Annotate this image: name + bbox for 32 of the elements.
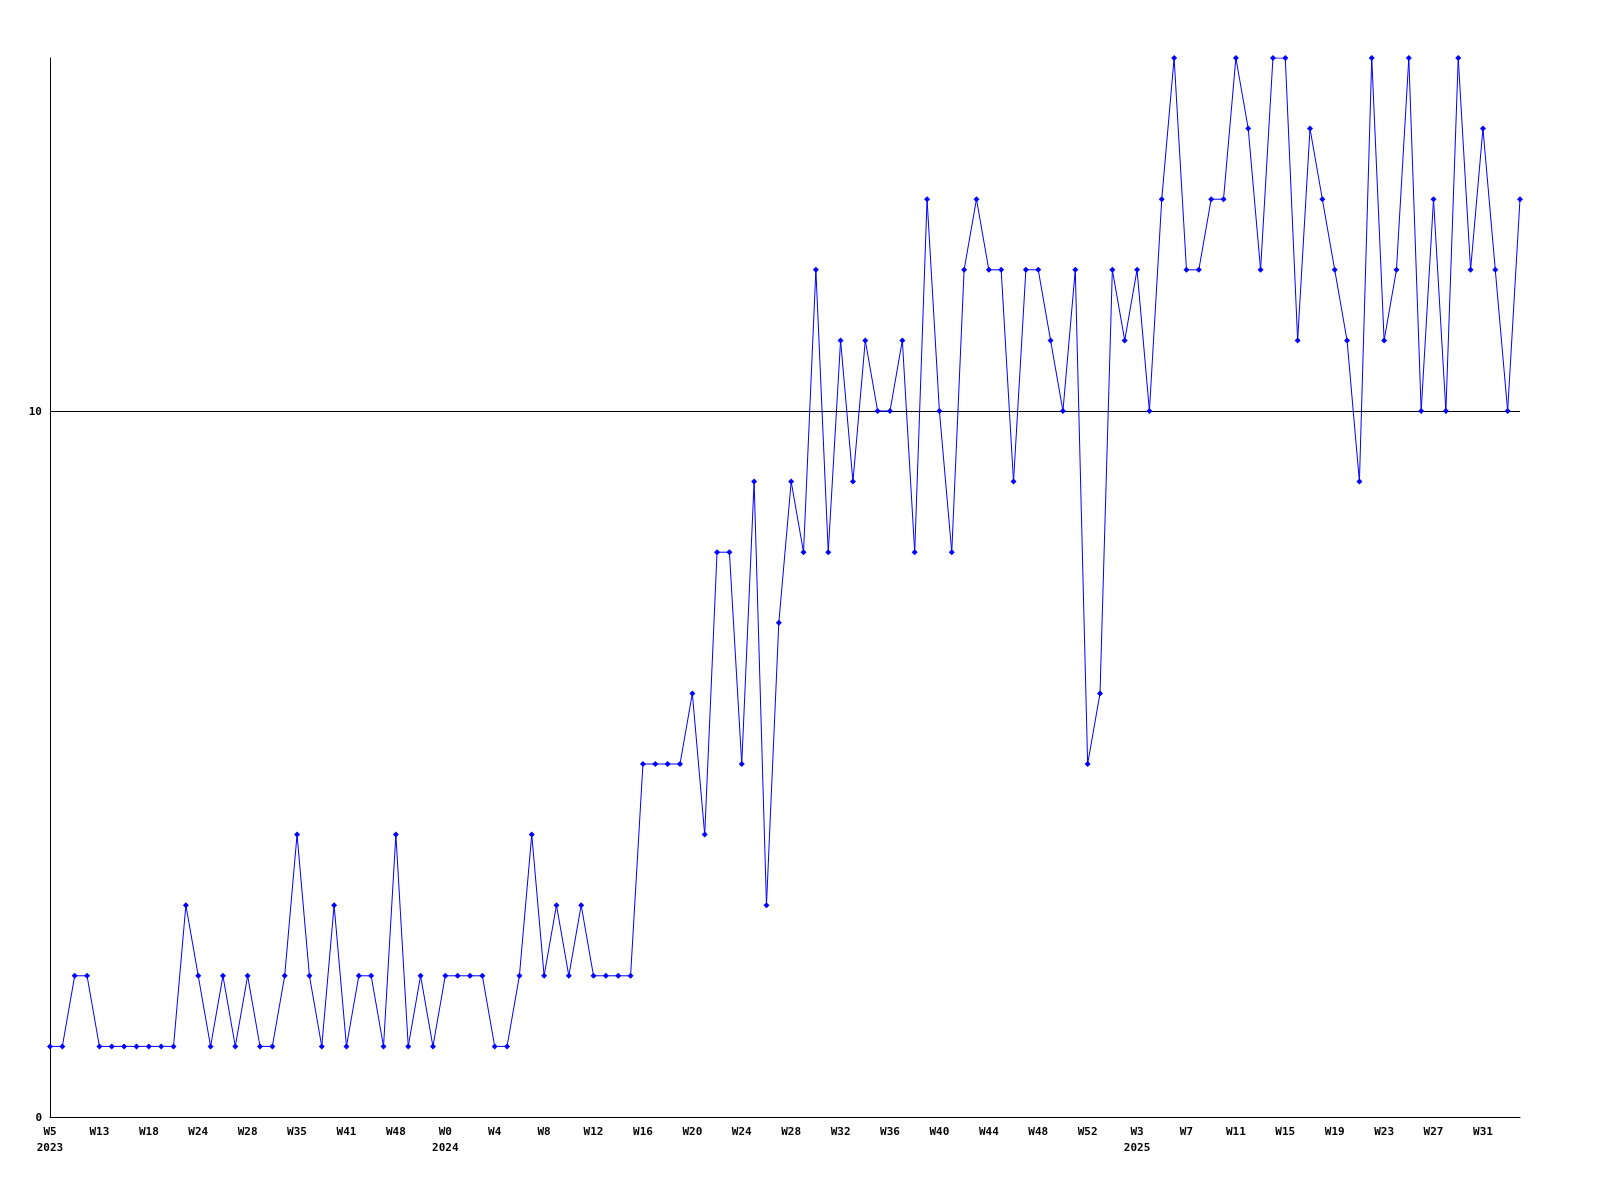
- x-tick-label: W0 2024: [432, 1124, 459, 1154]
- x-tick-label: W52: [1077, 1124, 1098, 1138]
- x-tick-label: W48: [385, 1124, 406, 1138]
- y-tick-label: 10: [28, 404, 42, 418]
- x-tick-label: W11: [1225, 1124, 1247, 1138]
- y-tick-label: 0: [35, 1110, 42, 1124]
- x-tick-label: W8: [537, 1124, 551, 1138]
- x-tick-label: W13: [89, 1124, 110, 1138]
- x-tick-label: W35: [287, 1124, 307, 1138]
- x-tick-label: W40: [929, 1124, 950, 1138]
- x-tick-label: W12: [583, 1124, 604, 1138]
- x-tick-label: W31: [1473, 1124, 1494, 1138]
- x-tick-label: W24: [188, 1124, 209, 1138]
- x-tick-label: W28: [237, 1124, 258, 1138]
- x-tick-label: W5 2023: [36, 1124, 64, 1154]
- x-tick-label: W16: [633, 1124, 654, 1138]
- x-tick-label: W15: [1275, 1124, 1296, 1138]
- x-tick-label: W3 2025: [1123, 1124, 1151, 1154]
- x-tick-label: W36: [880, 1124, 901, 1138]
- x-tick-label: W18: [138, 1124, 159, 1138]
- x-tick-label: W4: [488, 1124, 502, 1138]
- x-tick-label: W20: [682, 1124, 703, 1138]
- x-tick-label: W27: [1423, 1124, 1444, 1138]
- x-tick-label: W41: [336, 1124, 357, 1138]
- x-tick-label: W32: [830, 1124, 851, 1138]
- x-tick-label: W48: [1028, 1124, 1049, 1138]
- x-tick-label: W23: [1374, 1124, 1395, 1138]
- x-tick-label: W24: [731, 1124, 753, 1138]
- x-tick-label: W44: [978, 1124, 1000, 1138]
- x-tick-label: W7: [1179, 1124, 1194, 1138]
- x-tick-label: W19: [1324, 1124, 1345, 1138]
- x-tick-label: W28: [781, 1124, 802, 1138]
